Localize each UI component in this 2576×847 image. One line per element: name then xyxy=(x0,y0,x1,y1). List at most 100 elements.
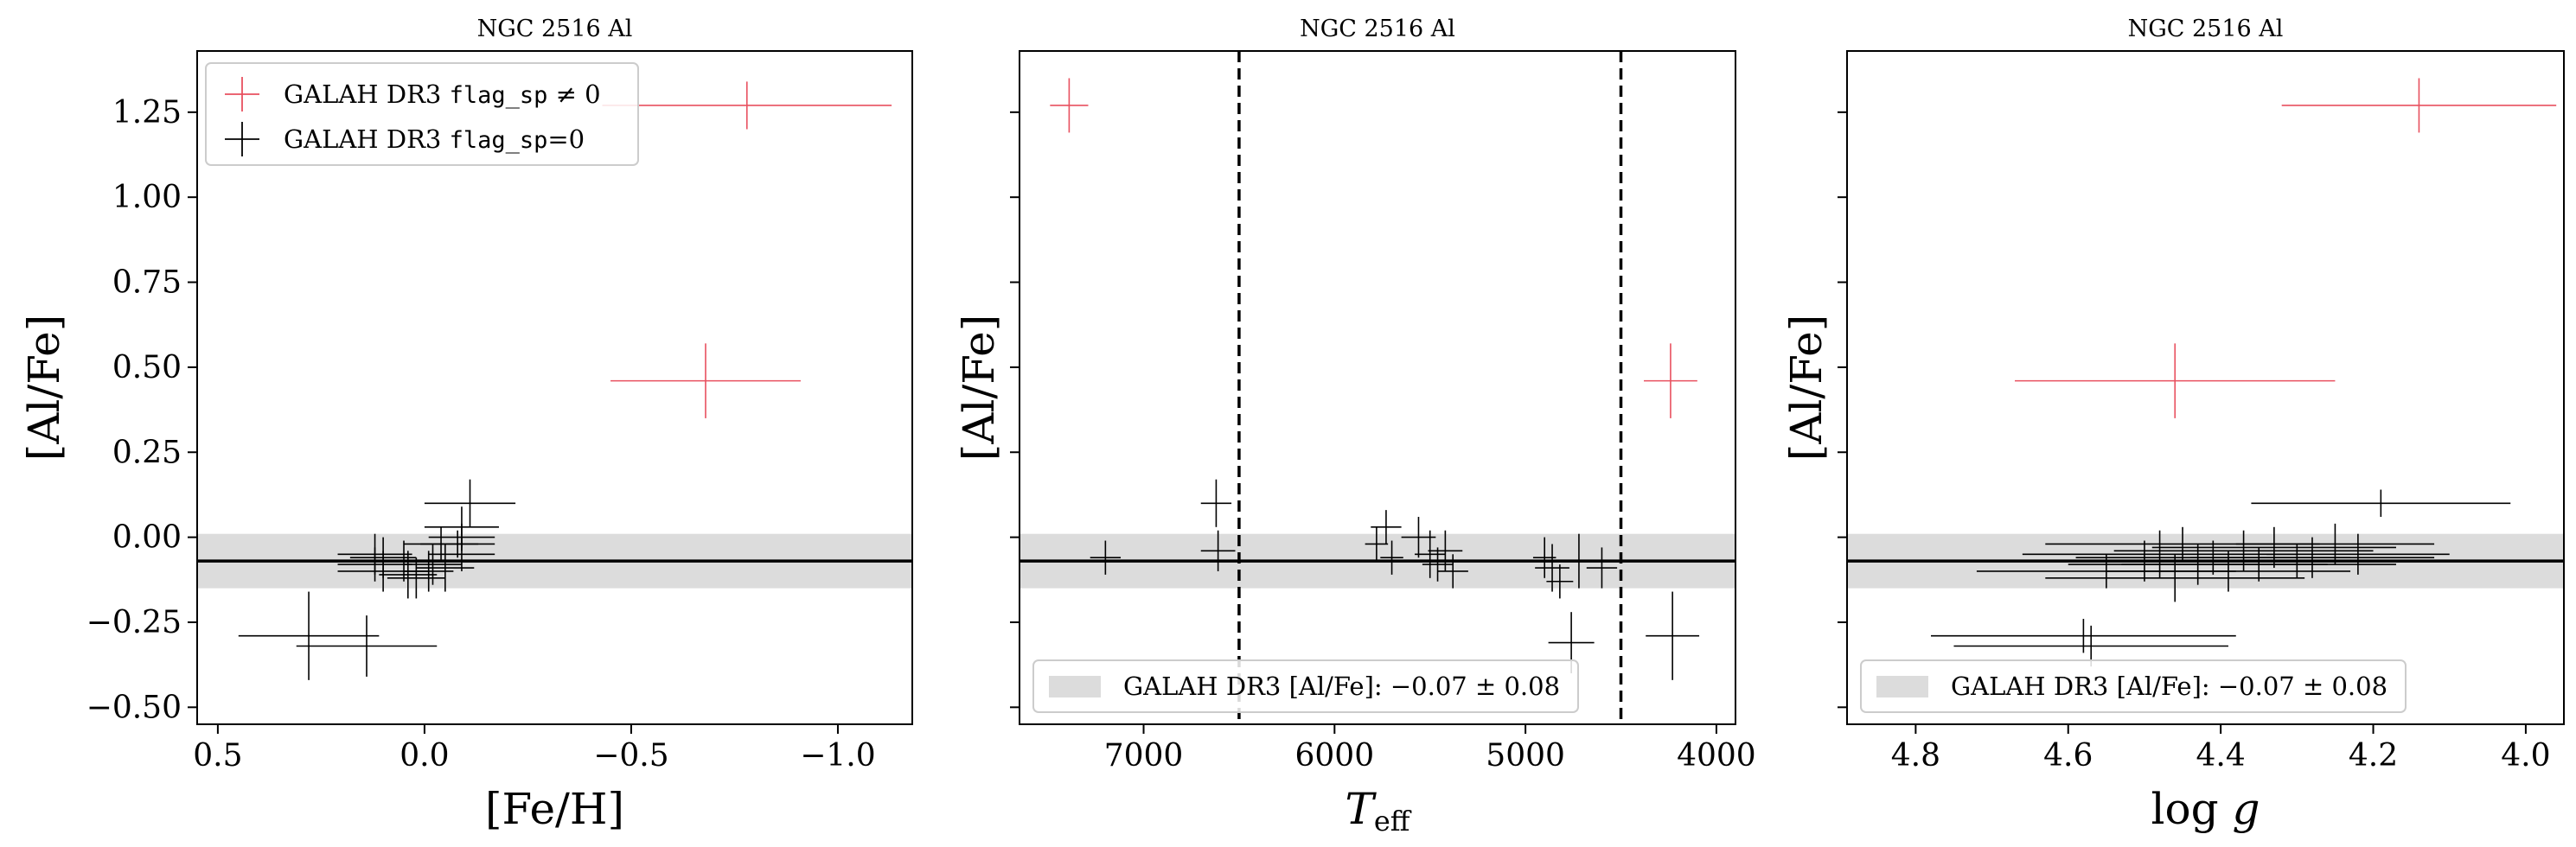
x-tick-label: 6000 xyxy=(1295,738,1375,774)
data-point xyxy=(404,526,479,562)
data-point xyxy=(1090,540,1122,575)
data-point xyxy=(1646,591,1700,680)
x-axis-label-sub: eff xyxy=(1374,805,1412,837)
x-tick-label: 0.5 xyxy=(193,738,242,774)
y-axis-label: [Al/Fe] xyxy=(954,315,1004,462)
band-legend: GALAH DR3 [Al/Fe]: −0.07 ± 0.08 xyxy=(1860,659,2407,713)
data-point xyxy=(1415,530,1446,578)
band-legend-swatch xyxy=(1049,676,1101,697)
plot-area xyxy=(197,81,912,680)
data-point xyxy=(1535,544,1569,592)
y-tick-label: 1.00 xyxy=(112,180,182,215)
x-tick-label: 4.2 xyxy=(2349,738,2398,774)
data-point xyxy=(428,537,495,571)
x-axis-label-main: T xyxy=(1345,784,1377,834)
x-axis-label: log g xyxy=(2151,784,2260,834)
panel-title: NGC 2516 Al xyxy=(1300,16,1455,42)
plot-area xyxy=(1847,78,2564,667)
x-tick-label: 7000 xyxy=(1104,738,1184,774)
band-legend: GALAH DR3 [Al/Fe]: −0.07 ± 0.08 xyxy=(1032,659,1579,713)
data-point xyxy=(610,343,801,418)
legend: GALAH DR3 flag_sp ≠ 0 GALAH DR3 flag_sp=0 xyxy=(205,62,639,166)
panel-3: 4.8 4.6 4.4 4.2 4.0 NGC 2516 Al [Al/Fe] log g GA… xyxy=(1781,16,2565,834)
x-tick-label: 0.0 xyxy=(400,738,449,774)
series-1 xyxy=(602,81,892,418)
data-point xyxy=(1437,554,1468,589)
data-point xyxy=(379,551,438,599)
data-point xyxy=(1050,78,1089,133)
data-point xyxy=(1559,533,1599,589)
data-point xyxy=(424,479,516,527)
x-tick-label: 4.6 xyxy=(2043,738,2093,774)
series-2 xyxy=(1090,479,1700,680)
legend-label: GALAH DR3 flag_sp=0 xyxy=(284,124,585,154)
data-point xyxy=(296,615,438,677)
y-tick-label: 1.25 xyxy=(112,95,182,131)
data-point xyxy=(2022,530,2298,578)
legend-marker xyxy=(225,77,259,111)
panel-2: 7000 6000 5000 4000 NGC 2516 Al [Al/Fe] Teff GA… xyxy=(954,16,1756,837)
y-tick-label: 0.50 xyxy=(112,350,182,385)
x-tick-label: 4.8 xyxy=(1891,738,1940,774)
data-point xyxy=(1200,479,1232,527)
band-legend-box xyxy=(1860,659,2407,713)
data-point xyxy=(2015,343,2336,418)
data-point xyxy=(1428,530,1463,571)
data-point xyxy=(349,537,417,578)
data-point xyxy=(2281,78,2557,133)
series-2 xyxy=(238,479,516,680)
data-point xyxy=(1644,343,1697,418)
y-axis-label: [Al/Fe] xyxy=(1781,315,1831,462)
x-tick-label: 4000 xyxy=(1677,738,1756,774)
data-point xyxy=(2235,523,2435,565)
data-point xyxy=(1546,564,1574,599)
data-point xyxy=(602,81,892,130)
data-point xyxy=(1380,540,1403,575)
panel-title: NGC 2516 Al xyxy=(2128,16,2284,42)
axes-frame xyxy=(1019,50,1736,725)
data-point xyxy=(416,544,475,592)
data-point xyxy=(1200,530,1236,571)
band-legend-label: GALAH DR3 [Al/Fe]: −0.07 ± 0.08 xyxy=(1951,672,2387,701)
x-axis-label: [Fe/H] xyxy=(485,784,624,834)
data-point xyxy=(1365,526,1389,562)
x-tick-label: 5000 xyxy=(1486,738,1565,774)
data-point xyxy=(2121,547,2396,582)
band-legend-label: GALAH DR3 [Al/Fe]: −0.07 ± 0.08 xyxy=(1123,672,1560,701)
x-tick-label: −1.0 xyxy=(800,738,875,774)
data-point xyxy=(2251,489,2511,518)
plot-area xyxy=(1020,51,1735,724)
band-legend-box xyxy=(1032,659,1579,713)
x-axis-label: Teff xyxy=(1345,784,1411,837)
y-tick-label: −0.50 xyxy=(86,690,182,725)
panel-title: NGC 2516 Al xyxy=(477,16,633,42)
series-2 xyxy=(1931,489,2511,667)
legend-marker xyxy=(225,122,259,156)
axes-frame xyxy=(1846,50,2565,725)
data-point xyxy=(1422,547,1454,582)
legend-label: GALAH DR3 flag_sp ≠ 0 xyxy=(284,80,601,109)
legend-box xyxy=(205,62,639,166)
data-point xyxy=(1586,547,1618,589)
y-tick-label: 0.25 xyxy=(112,435,182,470)
series-1 xyxy=(2015,78,2557,418)
x-tick-label: −0.5 xyxy=(593,738,668,774)
panel-1: −0.50 −0.25 0.00 0.25 0.50 0.75 1.00 1.25 0.5 0.0… xyxy=(19,16,913,834)
y-tick-label: 0.75 xyxy=(112,265,182,301)
data-point xyxy=(238,591,380,680)
band-legend-swatch xyxy=(1876,676,1928,697)
x-tick-label: 4.4 xyxy=(2196,738,2246,774)
x-axis-label-italic: g xyxy=(2232,784,2260,834)
data-point xyxy=(2266,533,2450,575)
series-1 xyxy=(1050,78,1697,418)
axes-frame xyxy=(196,50,913,725)
data-point xyxy=(337,547,412,582)
y-tick-label: 0.00 xyxy=(112,520,182,556)
data-point xyxy=(2045,554,2305,602)
data-point xyxy=(1931,619,2236,653)
x-tick-label: 4.0 xyxy=(2501,738,2550,774)
x-axis-label-main: log xyxy=(2151,784,2232,834)
data-point xyxy=(1371,510,1402,544)
y-tick-label: −0.25 xyxy=(86,605,182,640)
